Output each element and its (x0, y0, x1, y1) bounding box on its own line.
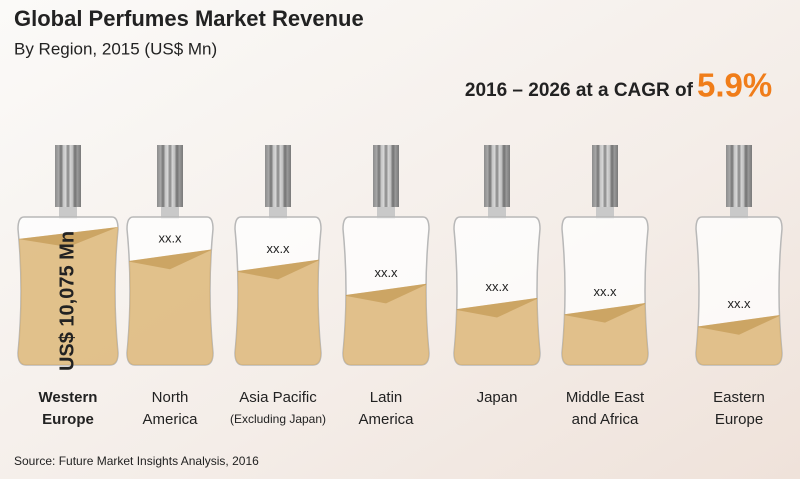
bottle-fill-group (235, 259, 321, 365)
cap-stripe (175, 145, 179, 207)
bottle-fill (454, 297, 540, 365)
value-label: xx.x (374, 265, 398, 280)
cap-stripe (737, 145, 741, 207)
fill-wedge (127, 249, 213, 270)
bottle-neck (377, 205, 395, 219)
category-label: (Excluding Japan) (230, 412, 326, 426)
value-label: xx.x (485, 279, 509, 294)
cap-stripe (283, 145, 287, 207)
bottle-fill-group (127, 249, 213, 365)
bottle-neck (59, 205, 77, 219)
cap-stripe (269, 145, 273, 207)
bottle-fill-group (696, 314, 782, 365)
fill-wedge (18, 227, 118, 247)
cap-stripe (502, 145, 506, 207)
bottle-neck (161, 205, 179, 219)
category-label: Asia Pacific (239, 389, 317, 406)
bottle-fill-group (18, 227, 118, 365)
fill-wedge (562, 302, 648, 323)
category-label: and Africa (572, 411, 639, 428)
fill-wedge (454, 297, 540, 318)
cap-stripe (495, 145, 499, 207)
cap-stripe (488, 145, 492, 207)
cap-stripe (391, 145, 395, 207)
cap-stripe (730, 145, 734, 207)
category-label: America (142, 411, 198, 428)
category-label: America (358, 411, 414, 428)
bottle-neck (269, 205, 287, 219)
bottle-fill (127, 249, 213, 365)
bottle-fill-group (454, 297, 540, 365)
bottle-neck (596, 205, 614, 219)
cap-stripe (384, 145, 388, 207)
fill-wedge (343, 283, 429, 304)
value-label: xx.x (593, 284, 617, 299)
chart-title: Global Perfumes Market Revenue (14, 6, 364, 31)
cap-stripe (66, 145, 70, 207)
cap-stripe (168, 145, 172, 207)
category-label: Middle East (566, 389, 645, 406)
cap-stripe (596, 145, 600, 207)
category-label: Western (39, 389, 98, 406)
cagr-text: 2016 – 2026 at a CAGR of (465, 80, 694, 101)
bottle-fill (343, 283, 429, 365)
bottle-neck (488, 205, 506, 219)
value-label: xx.x (158, 231, 182, 246)
bottle-neck (730, 205, 748, 219)
category-label: Latin (370, 389, 403, 406)
category-label: Japan (477, 389, 518, 406)
chart-subtitle: By Region, 2015 (US$ Mn) (14, 39, 217, 58)
category-label: North (152, 389, 189, 406)
fill-wedge (696, 314, 782, 335)
cap-stripe (744, 145, 748, 207)
cap-stripe (73, 145, 77, 207)
bottle-fill (18, 227, 118, 365)
cap-stripe (377, 145, 381, 207)
value-label: xx.x (727, 296, 751, 311)
bottle-fill-group (343, 283, 429, 365)
cagr-value: 5.9% (697, 67, 772, 104)
source-note: Source: Future Market Insights Analysis,… (14, 454, 259, 468)
category-label: Europe (715, 411, 763, 428)
category-label: Eastern (713, 389, 765, 406)
bottle-fill (235, 259, 321, 365)
value-label: US$ 10,075 Mn (56, 231, 78, 371)
cap-stripe (59, 145, 63, 207)
cap-stripe (276, 145, 280, 207)
category-label: Europe (42, 411, 94, 428)
fill-wedge (235, 259, 321, 280)
cap-stripe (610, 145, 614, 207)
cap-stripe (603, 145, 607, 207)
bottle-fill-group (562, 302, 648, 365)
value-label: xx.x (266, 241, 290, 256)
cap-stripe (161, 145, 165, 207)
